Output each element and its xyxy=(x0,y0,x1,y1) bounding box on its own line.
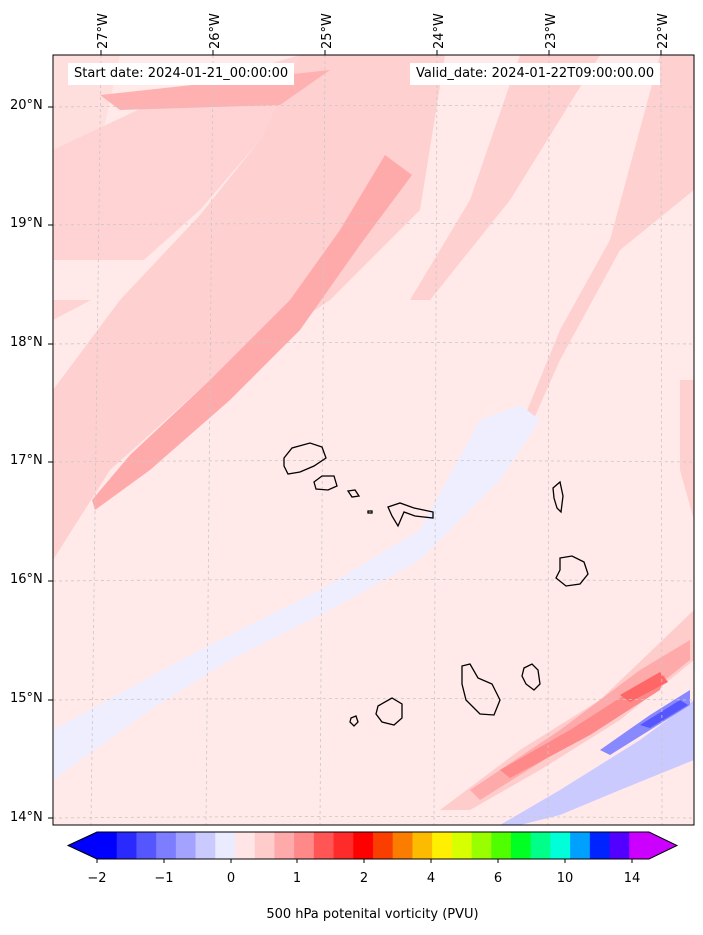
colorbar-swatch xyxy=(471,832,492,859)
colorbar-swatch xyxy=(353,832,374,859)
lat-label-19n: 19°N xyxy=(10,216,43,231)
lon-label-24w: 24°W xyxy=(432,13,447,49)
gridlines xyxy=(53,55,694,825)
lat-label-16n: 16°N xyxy=(10,572,43,587)
island-boa-vista xyxy=(555,555,589,587)
colorbar-swatch xyxy=(97,832,118,859)
colorbar-swatch xyxy=(432,832,453,859)
island-sao-nicolau xyxy=(387,502,434,528)
colorbar-swatch xyxy=(136,832,157,859)
lat-label-18n: 18°N xyxy=(10,335,43,350)
lon-label-25w: 25°W xyxy=(320,13,335,49)
colorbar-swatch xyxy=(294,832,315,859)
colorbar-swatch xyxy=(451,832,473,859)
lon-label-27w: 27°W xyxy=(96,13,111,49)
valid-date-label: Valid_date: 2024-01-22T09:00:00.00 xyxy=(410,63,661,85)
colorbar-swatch xyxy=(274,832,295,859)
map-frame xyxy=(52,54,695,826)
start-date-label: Start date: 2024-01-21_00:00:00 xyxy=(68,63,295,85)
lon-label-26w: 26°W xyxy=(208,13,223,49)
colorbar-tick-label: 14 xyxy=(623,871,641,886)
island-maio xyxy=(521,663,541,691)
tick-marks xyxy=(48,50,662,819)
island-santo-antao xyxy=(283,442,327,475)
colorbar-swatch xyxy=(156,832,177,859)
colorbar-swatch xyxy=(589,832,611,859)
colorbar xyxy=(66,831,679,863)
island-islet xyxy=(367,510,373,514)
colorbar-swatch xyxy=(195,832,216,859)
colorbar-swatch xyxy=(215,832,236,859)
island-brava xyxy=(349,715,359,727)
colorbar-tick-label: 6 xyxy=(493,871,503,886)
island-santiago xyxy=(461,663,501,716)
lat-label-14n: 14°N xyxy=(10,810,43,825)
colorbar-swatch xyxy=(629,832,650,859)
colorbar-tick-label: 4 xyxy=(426,871,436,886)
island-sao-vicente xyxy=(313,475,338,491)
colorbar-under-arrow xyxy=(68,832,97,859)
lon-label-23w: 23°W xyxy=(544,13,559,49)
colorbar-swatch xyxy=(116,832,137,859)
colorbar-swatch xyxy=(313,832,335,859)
island-fogo xyxy=(375,697,403,726)
colorbar-swatch xyxy=(550,832,571,859)
colorbar-swatch xyxy=(333,832,354,859)
colorbar-tick-label: −1 xyxy=(154,871,174,886)
colorbar-over-arrow xyxy=(649,832,677,859)
colorbar-swatch xyxy=(392,832,413,859)
lat-label-20n: 20°N xyxy=(10,98,43,113)
colorbar-tick-label: 0 xyxy=(226,871,236,886)
colorbar-swatch xyxy=(570,832,591,859)
island-santa-luzia xyxy=(346,489,361,498)
pv-field xyxy=(53,55,694,825)
colorbar-tick-label: 2 xyxy=(359,871,369,886)
colorbar-swatch xyxy=(373,832,394,859)
colorbar-tick-label: 10 xyxy=(556,871,574,886)
colorbar-swatch xyxy=(175,832,197,859)
lat-label-17n: 17°N xyxy=(10,453,43,468)
colorbar-swatch xyxy=(511,832,532,859)
islands-outline xyxy=(283,442,589,727)
colorbar-swatch xyxy=(530,832,551,859)
colorbar-tick-label: 1 xyxy=(292,871,302,886)
lat-label-15n: 15°N xyxy=(10,691,43,706)
island-sal xyxy=(552,480,564,514)
colorbar-swatch xyxy=(491,832,512,859)
colorbar-tick-label: −2 xyxy=(87,871,107,886)
lon-label-22w: 22°W xyxy=(656,13,671,49)
colorbar-swatch xyxy=(609,832,630,859)
colorbar-swatch xyxy=(235,832,256,859)
colorbar-swatch xyxy=(412,832,433,859)
colorbar-title: 500 hPa potenital vorticity (PVU) xyxy=(266,907,479,922)
colorbar-swatch xyxy=(254,832,275,859)
